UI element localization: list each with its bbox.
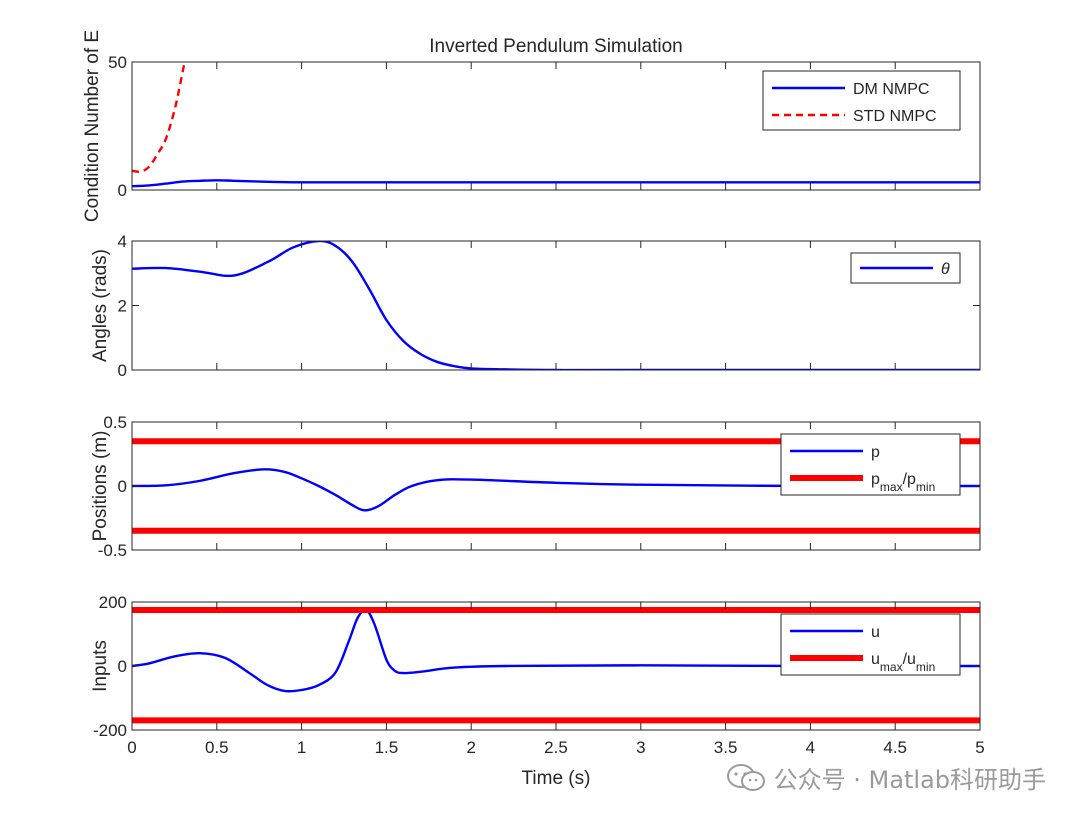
y-tick-label: 0 (118, 361, 127, 380)
subplot-2: 0 2 4 Angles (rads) θ (90, 232, 981, 380)
y-tick-label: 200 (99, 593, 127, 612)
series-line-2 (132, 62, 186, 173)
y-tick-label: -200 (93, 721, 127, 740)
x-tick-label: 3.5 (714, 738, 738, 757)
legend-label-2: pmax/pmin (871, 471, 935, 494)
y-tick-label: -0.5 (98, 541, 127, 560)
x-tick-label: 2.5 (544, 738, 568, 757)
x-tick-label: 4 (806, 738, 815, 757)
series-line-1 (132, 608, 980, 693)
x-tick-label: 0 (127, 738, 136, 757)
y-tick-label: 0 (118, 181, 127, 200)
chart-title: Inverted Pendulum Simulation (429, 36, 682, 57)
legend-label-2: umax/umin (871, 651, 935, 674)
subplot-1: 0 50 Condition Number of E DM NMPC STD NMPC (82, 30, 981, 222)
legend-label-1: θ (941, 261, 950, 278)
x-axis-label: Time (s) (522, 768, 591, 789)
legend: p pmax/pmin (780, 433, 961, 496)
series-line-1 (132, 468, 980, 512)
y-axis-label: Condition Number of E (82, 30, 103, 222)
y-axis-label: Angles (rads) (90, 249, 111, 362)
legend-label-1: p (871, 444, 880, 461)
legend-label-1: u (871, 624, 880, 641)
y-tick-label: 0.5 (103, 413, 127, 432)
x-tick-label: 1 (297, 738, 306, 757)
plot-area (132, 241, 980, 370)
legend: u umax/umin (780, 613, 961, 676)
x-tick-label: 5 (975, 738, 984, 757)
legend: DM NMPC STD NMPC (762, 70, 961, 131)
series-line-1 (132, 241, 980, 370)
y-axis-label: Inputs (90, 640, 111, 692)
legend-label-2: STD NMPC (853, 108, 937, 125)
series-line-1 (132, 179, 980, 188)
y-tick-label: 2 (118, 297, 127, 316)
y-tick-label: 0 (118, 657, 127, 676)
wechat-icon (726, 763, 766, 793)
x-tick-label: 4.5 (883, 738, 907, 757)
y-tick-label: 50 (108, 53, 127, 72)
watermark-text: 公众号 · Matlab科研助手 (773, 766, 1046, 794)
watermark: 公众号 · Matlab科研助手 (726, 760, 1046, 795)
legend: θ (850, 252, 961, 284)
x-tick-label: 1.5 (375, 738, 399, 757)
y-tick-label: 0 (118, 477, 127, 496)
y-tick-label: 4 (118, 232, 127, 251)
legend-label-1: DM NMPC (853, 81, 929, 98)
y-axis-label: Positions (m) (90, 431, 111, 542)
x-tick-label: 0.5 (205, 738, 229, 757)
x-tick-label: 3 (636, 738, 645, 757)
x-tick-label: 2 (466, 738, 475, 757)
